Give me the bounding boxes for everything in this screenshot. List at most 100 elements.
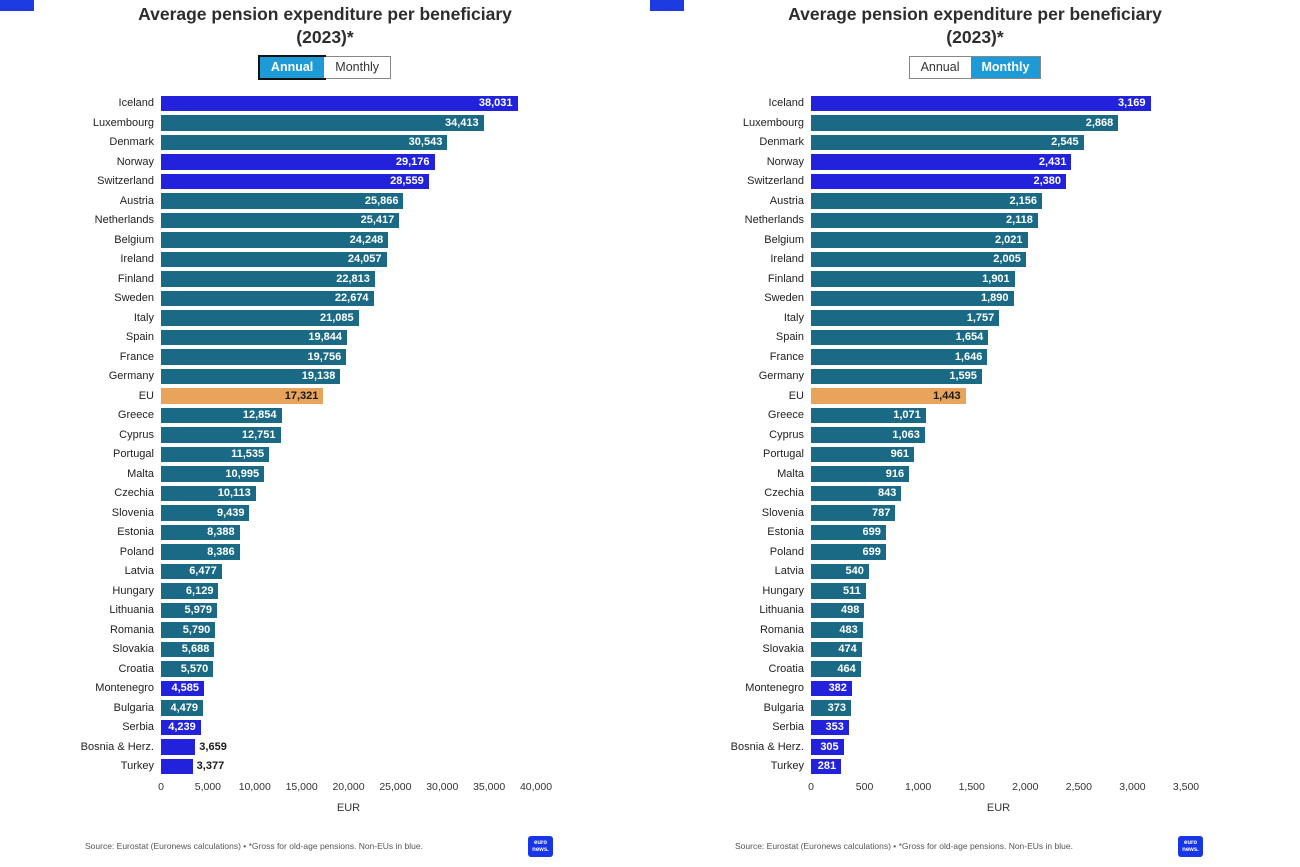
x-axis-label: EUR xyxy=(336,802,361,815)
bar-row: Austria 2,156 xyxy=(650,191,1300,211)
value-label: 8,388 xyxy=(207,526,235,539)
bar-track: 12,854 xyxy=(161,407,536,424)
value-label: 464 xyxy=(837,662,856,675)
value-label: 2,005 xyxy=(993,253,1021,266)
bar-row: Estonia 699 xyxy=(650,523,1300,543)
bar-track: 511 xyxy=(811,583,1186,599)
bar-track: 2,156 xyxy=(811,193,1186,209)
bar-row: Latvia 6,477 xyxy=(0,562,650,582)
value-label: 25,417 xyxy=(360,214,395,227)
toggle-annual[interactable]: Annual xyxy=(257,54,327,80)
bar-row: Greece 12,854 xyxy=(0,406,650,426)
country-label: Greece xyxy=(767,409,804,422)
bar: 511 xyxy=(811,583,866,599)
x-tick: 40,000 xyxy=(519,781,553,794)
bar-track: 8,386 xyxy=(161,544,536,560)
country-label: Norway xyxy=(116,155,154,168)
bar-track: 1,443 xyxy=(811,388,1186,404)
value-label: 17,321 xyxy=(284,389,319,402)
country-label: Switzerland xyxy=(747,175,804,188)
country-label: Poland xyxy=(769,545,804,558)
bar-track: 24,057 xyxy=(161,251,536,268)
bar: 22,674 xyxy=(161,290,374,307)
bar-row: Bulgaria 373 xyxy=(650,698,1300,718)
value-label: 6,477 xyxy=(189,565,217,578)
country-label: Spain xyxy=(125,331,154,344)
value-label: 1,646 xyxy=(954,350,983,363)
chart-panel-annual: Average pension expenditure per benefici… xyxy=(0,0,650,857)
bar: 28,559 xyxy=(161,173,429,190)
bar-track: 1,757 xyxy=(811,310,1186,326)
value-label: 699 xyxy=(862,526,881,539)
bar xyxy=(161,758,193,775)
country-label: Slovakia xyxy=(762,643,804,656)
bar-track: 17,321 xyxy=(161,388,536,404)
bar-row: Malta 916 xyxy=(650,464,1300,484)
bar-row: Slovenia 9,439 xyxy=(0,503,650,523)
country-label: Norway xyxy=(766,155,804,168)
bar-row: Hungary 511 xyxy=(650,581,1300,601)
bar-track: 1,654 xyxy=(811,329,1186,346)
toggle-monthly[interactable]: Monthly xyxy=(324,56,391,78)
bar-track: 19,844 xyxy=(161,329,536,346)
bar: 4,479 xyxy=(161,700,203,716)
bar-row: Italy 1,757 xyxy=(650,308,1300,328)
bar: 12,854 xyxy=(161,407,282,424)
bar-row: Belgium 24,248 xyxy=(0,230,650,250)
view-toggle-wrap: Annual Monthly xyxy=(650,55,1300,79)
bar-row: Germany 1,595 xyxy=(650,367,1300,387)
bar-row: Greece 1,071 xyxy=(650,406,1300,426)
country-label: Slovenia xyxy=(761,506,804,519)
x-tick: 1,000 xyxy=(905,781,932,794)
bar-track: 1,646 xyxy=(811,349,1186,365)
bar-track: 8,388 xyxy=(161,524,536,541)
country-label: Malta xyxy=(127,467,154,480)
bar: 8,386 xyxy=(161,544,240,560)
country-label: Slovenia xyxy=(111,506,154,519)
bar-track: 540 xyxy=(811,563,1186,580)
bar-track: 24,248 xyxy=(161,232,536,248)
bar: 25,417 xyxy=(161,212,400,229)
country-label: Belgium xyxy=(764,233,804,246)
bar-track: 10,113 xyxy=(161,485,536,502)
country-label: Austria xyxy=(769,194,804,207)
bar: 21,085 xyxy=(161,310,359,326)
country-label: Netherlands xyxy=(94,214,154,227)
value-label: 34,413 xyxy=(444,116,479,129)
bar: 5,570 xyxy=(161,661,214,677)
value-label: 3,377 xyxy=(196,760,225,773)
logo-text-line1: euro xyxy=(1183,839,1197,846)
country-label: Cyprus xyxy=(119,428,154,441)
bar-track: 6,477 xyxy=(161,563,536,580)
country-label: Czechia xyxy=(114,487,154,500)
value-label: 3,659 xyxy=(199,740,227,753)
bar: 1,063 xyxy=(811,427,925,443)
bar-row: Cyprus 12,751 xyxy=(0,425,650,445)
toggle-annual[interactable]: Annual xyxy=(909,56,971,78)
x-tick: 35,000 xyxy=(473,781,506,794)
bar: 483 xyxy=(811,622,863,638)
bar: 4,239 xyxy=(161,719,201,736)
value-label: 353 xyxy=(825,721,844,734)
bar-row: Switzerland 28,559 xyxy=(0,172,650,192)
value-label: 483 xyxy=(839,623,858,636)
bar-track: 3,169 xyxy=(811,95,1186,112)
bar: 11,535 xyxy=(161,446,270,463)
x-tick: 0 xyxy=(808,781,814,794)
value-label: 4,479 xyxy=(170,701,198,714)
toggle-monthly[interactable]: Monthly xyxy=(970,56,1041,78)
bar: 3,169 xyxy=(811,95,1151,112)
bar-track: 281 xyxy=(811,758,1186,775)
bar: 38,031 xyxy=(161,95,518,112)
bar-row: Latvia 540 xyxy=(650,562,1300,582)
country-label: Hungary xyxy=(762,584,804,597)
bar-row: Sweden 1,890 xyxy=(650,289,1300,309)
value-label: 498 xyxy=(840,604,860,617)
value-label: 699 xyxy=(862,545,881,558)
bar-row: Austria 25,866 xyxy=(0,191,650,211)
value-label: 19,138 xyxy=(301,370,336,383)
bar: 19,756 xyxy=(161,349,347,365)
value-label: 373 xyxy=(827,701,846,714)
bar: 1,595 xyxy=(811,368,982,385)
